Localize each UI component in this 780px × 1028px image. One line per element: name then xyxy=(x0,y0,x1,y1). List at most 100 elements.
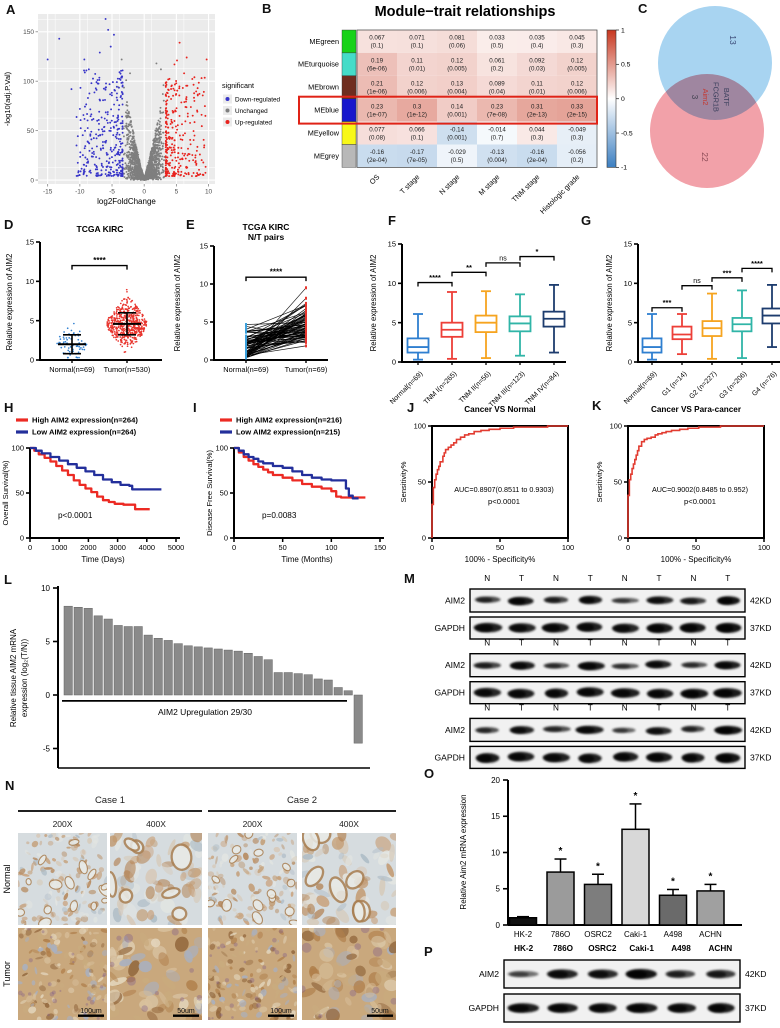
svg-text:0.11: 0.11 xyxy=(531,80,543,87)
svg-text:N: N xyxy=(484,703,490,712)
svg-text:50: 50 xyxy=(692,543,700,552)
svg-text:42KD: 42KD xyxy=(745,969,767,979)
svg-text:37KD: 37KD xyxy=(745,1003,767,1013)
panel-e-pairs: E TCGA KIRC N/T pairs 0 5 10 15 Relative expre… xyxy=(168,212,334,398)
svg-text:10: 10 xyxy=(26,277,34,286)
svg-text:100: 100 xyxy=(23,79,34,86)
panel-c-venn: C 13 22 3 Aim2 FCGR1B BATF xyxy=(630,0,780,215)
svg-text:T: T xyxy=(657,639,662,648)
svg-text:Relative expression of AIM2: Relative expression of AIM2 xyxy=(5,254,14,351)
svg-text:1: 1 xyxy=(621,27,625,34)
svg-text:ns: ns xyxy=(499,255,507,262)
svg-text:N: N xyxy=(622,574,628,583)
svg-text:0.061: 0.061 xyxy=(489,58,505,65)
svg-text:T: T xyxy=(725,639,730,648)
panel-i-label: I xyxy=(193,400,197,415)
svg-text:15: 15 xyxy=(200,242,208,251)
svg-text:(1e-06): (1e-06) xyxy=(367,88,387,95)
svg-text:0: 0 xyxy=(204,356,208,365)
svg-text:ACHN: ACHN xyxy=(699,930,722,939)
panel-p-label: P xyxy=(424,944,433,959)
svg-text:OS: OS xyxy=(368,172,382,186)
svg-text:15: 15 xyxy=(624,240,632,249)
svg-text:(0.03): (0.03) xyxy=(529,66,545,73)
western-blot-groups: N T N T N T N T AIM2 42KD GAPDH 37KD N T N T N T N T AIM2 42K… xyxy=(434,574,772,770)
svg-text:Low AIM2 expression(n=215): Low AIM2 expression(n=215) xyxy=(236,428,341,437)
svg-text:-0.5: -0.5 xyxy=(621,130,633,137)
svg-text:OSRC2: OSRC2 xyxy=(584,930,612,939)
svg-text:(0.006): (0.006) xyxy=(407,88,427,95)
svg-text:p<0.0001: p<0.0001 xyxy=(684,497,716,506)
svg-text:p<0.0001: p<0.0001 xyxy=(58,511,93,520)
svg-text:FCGR1B: FCGR1B xyxy=(712,82,721,112)
panel-m-blots: M N T N T N T N T AIM2 42KD GAPDH 37KD N T N T N T N T AIM2 4… xyxy=(393,566,780,776)
svg-text:5: 5 xyxy=(30,316,34,325)
svg-text:42KD: 42KD xyxy=(750,596,772,606)
svg-text:0.14: 0.14 xyxy=(451,103,464,110)
roc-cancer-vs-normal: Cancer VS Normal 0 50 100 0 50 100 100% - Speci… xyxy=(399,405,574,564)
svg-text:T: T xyxy=(657,703,662,712)
svg-text:Caki-1: Caki-1 xyxy=(624,930,648,939)
panel-o-label: O xyxy=(424,766,435,781)
svg-text:50: 50 xyxy=(418,478,426,487)
svg-text:-10: -10 xyxy=(75,189,85,196)
svg-text:-5: -5 xyxy=(43,744,51,753)
svg-text:N: N xyxy=(484,639,490,648)
svg-text:N: N xyxy=(690,639,696,648)
svg-text:0: 0 xyxy=(621,96,625,103)
svg-text:M stage: M stage xyxy=(477,172,502,197)
svg-text:BATF: BATF xyxy=(722,88,731,107)
svg-text:Tumor: Tumor xyxy=(2,961,12,987)
svg-text:-1: -1 xyxy=(621,165,627,172)
svg-text:100% - Specificity%: 100% - Specificity% xyxy=(661,555,732,564)
svg-text:Case 2: Case 2 xyxy=(287,795,317,806)
panel-h-label: H xyxy=(4,400,14,415)
svg-text:10: 10 xyxy=(491,848,500,857)
svg-text:22: 22 xyxy=(700,152,710,162)
svg-text:0.092: 0.092 xyxy=(529,58,545,65)
svg-text:Low AIM2 expression(n=264): Low AIM2 expression(n=264) xyxy=(32,428,137,437)
venn-diagram: 13 22 3 Aim2 FCGR1B BATF xyxy=(650,6,772,188)
svg-text:A498: A498 xyxy=(671,944,691,953)
svg-text:37KD: 37KD xyxy=(750,623,772,633)
svg-text:0.066: 0.066 xyxy=(409,126,425,133)
svg-text:(0.3): (0.3) xyxy=(571,43,584,50)
svg-text:(0.4): (0.4) xyxy=(531,43,544,50)
svg-text:150: 150 xyxy=(23,29,34,36)
panel-j-label: J xyxy=(407,400,415,415)
svg-text:(0.04): (0.04) xyxy=(489,88,505,95)
svg-text:log2FoldChange: log2FoldChange xyxy=(97,197,156,206)
svg-text:100: 100 xyxy=(758,543,770,552)
svg-text:42KD: 42KD xyxy=(750,725,772,735)
svg-text:Relative expression of AIM2: Relative expression of AIM2 xyxy=(605,255,614,352)
ihc-image-grid: Case 1 Case 2 200X 400X 200X 400X Normal Tumor 1… xyxy=(2,795,396,1020)
svg-text:0.071: 0.071 xyxy=(409,35,425,42)
svg-text:****: **** xyxy=(270,268,283,277)
svg-text:37KD: 37KD xyxy=(750,688,772,698)
svg-text:0.23: 0.23 xyxy=(371,103,384,110)
volcano-plot: -15 -10 -5 0 5 10050100150log2FoldChange-log1… xyxy=(3,14,281,206)
svg-text:-0.17: -0.17 xyxy=(410,149,425,156)
svg-text:*: * xyxy=(634,791,638,802)
svg-text:GAPDH: GAPDH xyxy=(434,623,465,633)
svg-text:50um: 50um xyxy=(177,1008,195,1015)
svg-text:MEyellow: MEyellow xyxy=(308,128,340,137)
svg-text:5: 5 xyxy=(175,189,179,196)
svg-text:10: 10 xyxy=(205,189,213,196)
svg-text:100: 100 xyxy=(11,444,24,453)
svg-text:Unchanged: Unchanged xyxy=(235,108,268,115)
svg-text:Down-regulated: Down-regulated xyxy=(235,96,281,103)
svg-text:100um: 100um xyxy=(80,1008,102,1015)
svg-text:(2e-04): (2e-04) xyxy=(367,157,387,164)
svg-text:AUC=0.8907(0.8511 to 0.9303): AUC=0.8907(0.8511 to 0.9303) xyxy=(454,485,554,494)
svg-text:100um: 100um xyxy=(270,1008,292,1015)
svg-text:N: N xyxy=(690,703,696,712)
svg-text:(0.001): (0.001) xyxy=(447,111,467,118)
svg-text:T: T xyxy=(725,574,730,583)
svg-text:(6e-06): (6e-06) xyxy=(367,66,387,73)
svg-text:Sensitivity%: Sensitivity% xyxy=(595,461,604,502)
svg-text:***: *** xyxy=(663,298,672,307)
svg-text:0: 0 xyxy=(496,921,501,930)
svg-text:0: 0 xyxy=(46,691,51,700)
svg-text:T: T xyxy=(588,703,593,712)
